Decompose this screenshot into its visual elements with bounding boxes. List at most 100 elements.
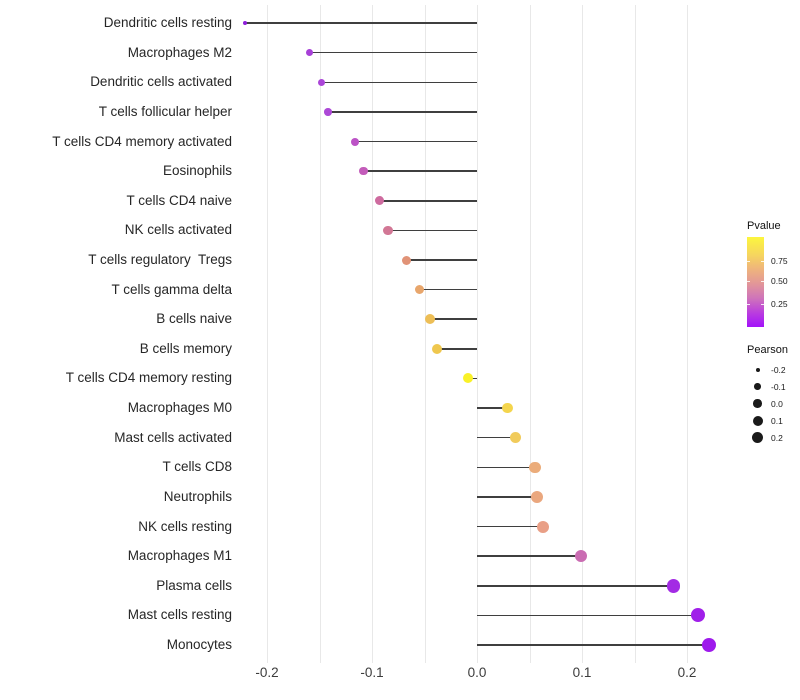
category-label: B cells naive: [156, 311, 232, 327]
legend-pvalue: Pvalue 0.75 0.50 0.25: [747, 220, 800, 327]
colorbar-tick-label: 0.75: [771, 256, 788, 266]
pearson-legend-dot: [753, 399, 762, 408]
legend-pvalue-title: Pvalue: [747, 220, 781, 232]
category-label: NK cells activated: [124, 222, 232, 238]
category-label: T cells gamma delta: [111, 281, 232, 297]
pvalue-colorbar: 0.75 0.50 0.25: [747, 237, 788, 327]
lollipop-stem: [363, 170, 477, 172]
category-label: Macrophages M2: [127, 44, 232, 60]
colorbar-tick-label: 0.50: [771, 276, 788, 286]
data-point: [502, 402, 513, 414]
colorbar-tick: [747, 304, 750, 305]
pearson-legend-item: 0.2: [747, 429, 800, 446]
category-label: Mast cells resting: [127, 607, 232, 623]
lollipop-stem: [379, 200, 477, 202]
pearson-legend-label: 0.1: [771, 415, 783, 426]
category-label: Dendritic cells activated: [90, 74, 232, 90]
category-label: Monocytes: [166, 637, 232, 652]
category-label: T cells CD4 memory activated: [52, 133, 232, 149]
data-point: [690, 608, 705, 623]
category-label: Plasma cells: [156, 577, 232, 593]
colorbar-tick: [761, 304, 764, 305]
category-label: Mast cells activated: [114, 429, 232, 445]
category-label: Neutrophils: [163, 488, 232, 504]
data-point: [529, 461, 541, 473]
x-tick-label: -0.2: [255, 665, 279, 680]
data-point: [351, 137, 360, 146]
lollipop-stem: [477, 466, 535, 468]
data-point: [402, 255, 412, 265]
pearson-legend-item: 0.0: [747, 395, 800, 412]
pearson-legend-item: 0.1: [747, 412, 800, 429]
data-point: [537, 520, 550, 533]
category-label: Macrophages M0: [127, 400, 232, 415]
pearson-legend-label: 0.2: [771, 432, 783, 443]
data-point: [574, 549, 588, 563]
colorbar-tick: [747, 261, 750, 262]
x-tick-label: 0.1: [572, 665, 592, 680]
pearson-legend-dot: [751, 431, 764, 444]
category-label: NK cells resting: [138, 518, 232, 534]
data-point: [530, 490, 543, 503]
lollipop-stem: [309, 51, 477, 54]
gridline: [529, 5, 531, 663]
lollipop-stem: [244, 22, 477, 24]
category-label: T cells regulatory Tregs: [88, 252, 232, 267]
lollipop-stem: [419, 288, 478, 291]
category-label: Dendritic cells resting: [103, 15, 232, 30]
lollipop-stem: [477, 614, 698, 617]
legend-pearson-title: Pearson: [747, 344, 788, 356]
legend-pearson: Pearson -0.2 -0.1 0.0 0.1 0.2: [747, 344, 800, 446]
gridline: [267, 5, 268, 663]
lollipop-stem: [429, 318, 478, 320]
data-point: [462, 373, 473, 384]
lollipop-stem: [467, 377, 477, 380]
category-label: T cells follicular helper: [98, 103, 232, 119]
pearson-legend-label: 0.0: [771, 398, 783, 409]
pearson-legend-label: -0.1: [771, 381, 786, 392]
pearson-legend-dot-cell: [747, 399, 768, 408]
lollipop-stem: [477, 436, 516, 439]
category-label: T cells CD4 naive: [126, 192, 232, 208]
lollipop-stem: [437, 348, 477, 350]
pearson-legend-item: -0.1: [747, 378, 800, 395]
lollipop-stem: [355, 140, 477, 143]
data-point: [701, 637, 717, 653]
pearson-legend-item: -0.2: [747, 361, 800, 378]
pearson-legend-label: -0.2: [771, 364, 786, 375]
data-point: [432, 343, 443, 354]
gridline: [477, 5, 478, 663]
data-point: [424, 314, 435, 325]
data-point: [374, 196, 384, 206]
colorbar-tick-label: 0.25: [771, 299, 788, 309]
data-point: [510, 432, 522, 444]
data-point: [242, 21, 247, 25]
pearson-legend-dot: [754, 383, 761, 390]
pearson-size-items: -0.2 -0.1 0.0 0.1 0.2: [747, 361, 800, 446]
category-label: Eosinophils: [162, 163, 232, 179]
colorbar-tick: [761, 281, 764, 282]
pearson-legend-dot-cell: [747, 383, 768, 390]
lollipop-stem: [477, 407, 508, 409]
gridline: [424, 5, 426, 663]
x-tick-label: 0.0: [467, 665, 487, 680]
x-tick-label: 0.2: [677, 665, 697, 680]
lollipop-stem: [321, 81, 477, 83]
data-point: [318, 78, 326, 86]
lollipop-stem: [406, 259, 477, 261]
data-point: [324, 108, 332, 116]
gridline: [634, 5, 636, 663]
gridline: [372, 5, 373, 663]
category-label: Macrophages M1: [127, 548, 232, 564]
data-point: [666, 579, 681, 593]
data-point: [305, 49, 313, 57]
data-point: [414, 284, 424, 295]
pearson-legend-dot: [755, 367, 760, 372]
pearson-legend-dot: [752, 415, 763, 426]
